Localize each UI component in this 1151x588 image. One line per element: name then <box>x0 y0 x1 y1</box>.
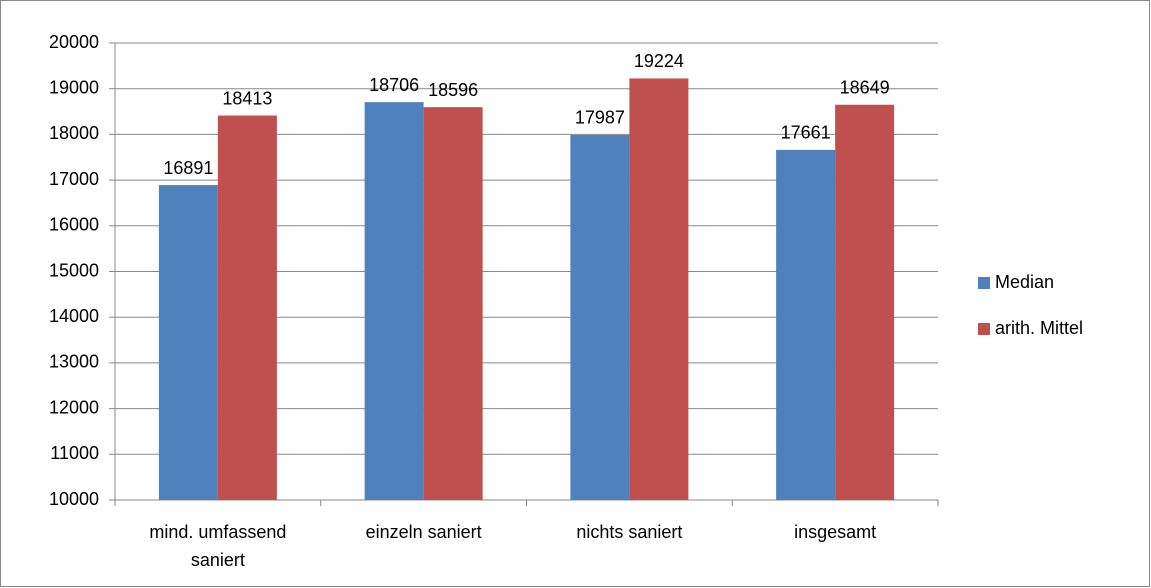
bar <box>364 102 424 500</box>
data-label: 18596 <box>428 80 478 100</box>
y-tick-label: 14000 <box>49 306 99 326</box>
data-label: 18649 <box>840 77 890 97</box>
bar <box>217 115 277 500</box>
data-label: 18413 <box>222 88 272 108</box>
data-label: 18706 <box>369 75 419 95</box>
data-label: 17661 <box>781 123 831 143</box>
bar <box>423 107 483 500</box>
y-tick-label: 16000 <box>49 215 99 235</box>
y-tick-label: 20000 <box>49 32 99 52</box>
data-label: 17987 <box>575 108 625 128</box>
bar <box>158 185 218 500</box>
x-tick-label: nichts saniert <box>576 522 683 542</box>
x-tick-label: mind. umfassend saniert <box>149 522 287 570</box>
data-label: 16891 <box>163 158 213 178</box>
y-tick-label: 18000 <box>49 123 99 143</box>
y-tick-label: 15000 <box>49 260 99 280</box>
bar <box>629 78 689 501</box>
y-tick-label: 11000 <box>50 443 99 463</box>
bar <box>835 104 895 501</box>
legend-label: arith. Mittel <box>995 318 1083 338</box>
y-tick-label: 12000 <box>49 397 99 417</box>
x-tick-label: einzeln saniert <box>365 522 482 542</box>
legend-swatch <box>978 323 990 335</box>
bar <box>776 149 836 500</box>
y-tick-label: 17000 <box>49 169 99 189</box>
bar <box>570 134 630 501</box>
legend-swatch <box>978 277 990 289</box>
y-tick-label: 13000 <box>49 352 99 372</box>
data-label: 19224 <box>634 51 684 71</box>
legend-label: Median <box>995 272 1054 292</box>
y-tick-label: 10000 <box>49 489 99 509</box>
y-tick-label: 19000 <box>49 77 99 97</box>
x-tick-label: insgesamt <box>794 522 877 542</box>
